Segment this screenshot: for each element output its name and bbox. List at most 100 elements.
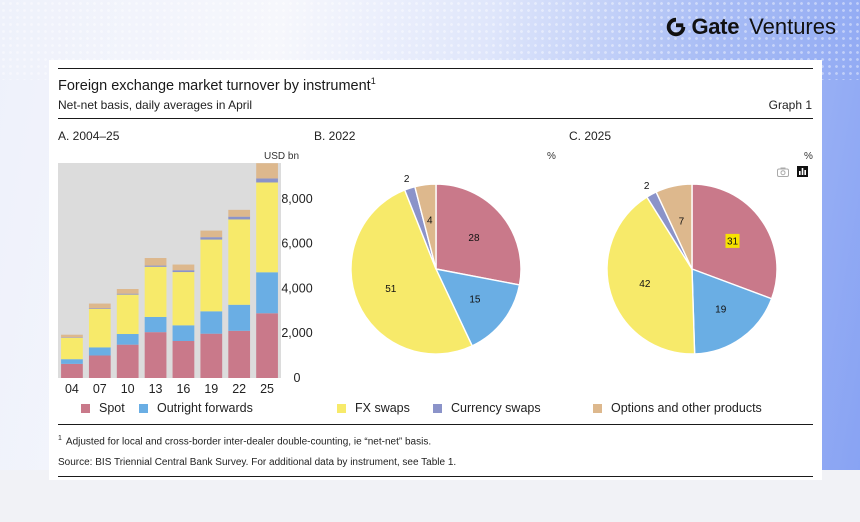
bar-segment-spot-25 [256, 313, 278, 378]
legend-label: FX swaps [355, 401, 410, 415]
slice-label-highlight [725, 233, 740, 248]
bar-segment-outright_forwards-22 [228, 304, 251, 331]
y-tick-label: 0 [294, 371, 301, 385]
gate-logo-icon [667, 17, 686, 37]
stacked-bar-chart: 04 07 10 13 16 19 22 25 8,000 6,000 4,000 2,000 0 [58, 163, 313, 396]
x-tick-label: 25 [260, 382, 274, 396]
bar-segment-fx_swaps-19 [200, 239, 223, 312]
pie-chart-2025: 31 19 42 2 7 [606, 181, 778, 355]
slice-label-currency_swaps: 2 [404, 174, 410, 185]
chart-title: Foreign exchange market turnover by inst… [58, 76, 376, 94]
legend-swatch-options [593, 403, 602, 413]
legend-label: Currency swaps [451, 401, 541, 415]
bar-segment-options-13 [144, 258, 167, 266]
y-tick-label: 4,000 [281, 281, 312, 295]
legend-label: Options and other products [611, 401, 762, 415]
y-tick-label: 6,000 [281, 237, 312, 251]
y-tick-label: 2,000 [281, 326, 312, 340]
bar-segment-outright_forwards-10 [116, 334, 139, 345]
bar-segment-fx_swaps-04 [61, 337, 83, 360]
bar-segment-options-25 [256, 163, 278, 179]
x-tick-label: 13 [149, 382, 163, 396]
x-tick-label: 22 [232, 382, 246, 396]
bar-segment-currency_swaps-16 [172, 270, 195, 273]
x-tick-label: 04 [65, 382, 79, 396]
bar-segment-currency_swaps-22 [228, 216, 251, 220]
bar-segment-outright_forwards-25 [256, 272, 278, 314]
legend-item-fx-swaps: FX swaps [337, 401, 410, 415]
legend-swatch-fx-swaps [337, 403, 346, 413]
legend-swatch-spot [81, 403, 90, 413]
x-tick-label: 16 [176, 382, 190, 396]
bar-segment-fx_swaps-07 [88, 309, 111, 348]
bar-segment-spot-07 [88, 355, 111, 378]
bar-segment-outright_forwards-13 [144, 316, 167, 333]
bar-segment-options-07 [88, 303, 111, 309]
bar-segment-currency_swaps-25 [256, 178, 278, 183]
chart-subtitle: Net-net basis, daily averages in April [58, 98, 253, 112]
brand-name-light: Ventures [749, 14, 836, 39]
bar-segment-outright_forwards-19 [200, 311, 223, 334]
bottom-rule [58, 476, 813, 477]
pie-slice-fx_swaps [350, 189, 474, 355]
slice-label-currency_swaps: 2 [644, 181, 650, 192]
y-tick-label: 8,000 [281, 192, 312, 206]
bar-segment-spot-16 [172, 341, 195, 378]
panel-a-title: A. 2004–25 [58, 129, 120, 143]
slice-label-outright_forwards: 19 [715, 305, 727, 316]
slice-label-spot: 31 [727, 236, 739, 247]
footer-rule [58, 424, 813, 425]
bar-segment-fx_swaps-16 [172, 272, 195, 326]
legend-item-outright-forwards: Outright forwards [139, 401, 253, 415]
panel-a-unit: USD bn [264, 151, 300, 162]
bar-segment-spot-22 [228, 330, 251, 378]
bar-segment-spot-10 [116, 344, 139, 378]
slice-label-outright_forwards: 15 [469, 295, 481, 306]
x-tick-label: 07 [93, 382, 107, 396]
bar-segment-fx_swaps-22 [228, 219, 251, 305]
bar-segment-options-19 [200, 230, 223, 238]
legend-item-currency-swaps: Currency swaps [433, 401, 541, 415]
bar-segment-options-04 [61, 334, 83, 338]
bar-segment-spot-13 [144, 332, 167, 378]
brand-name-bold: Gate [691, 14, 740, 39]
bar-segment-fx_swaps-25 [256, 182, 278, 273]
panel-c-unit: % [804, 151, 813, 162]
panel-b-unit: % [547, 151, 556, 162]
pie-slice-options [655, 183, 693, 270]
bar-chart-icon[interactable] [797, 166, 808, 177]
bar-segment-spot-04 [61, 363, 83, 378]
slice-label-fx_swaps: 42 [639, 279, 651, 290]
bar-segment-outright_forwards-07 [88, 347, 111, 356]
pie-slice-spot [435, 183, 522, 286]
bar-segment-options-22 [228, 209, 251, 217]
slice-label-options: 7 [679, 216, 685, 227]
x-tick-label: 19 [204, 382, 218, 396]
x-tick-label: 10 [121, 382, 135, 396]
pie-slice-outright_forwards [691, 267, 773, 355]
chart-card: Foreign exchange market turnover by inst… [49, 60, 822, 480]
bar-segment-outright_forwards-16 [172, 325, 195, 341]
panel-b-title: B. 2022 [314, 129, 356, 143]
legend-item-spot: Spot [81, 401, 125, 415]
bar-segment-options-10 [116, 289, 139, 294]
legend-label: Spot [99, 401, 125, 415]
graph-label: Graph 1 [768, 98, 812, 112]
bar-segment-currency_swaps-19 [200, 237, 223, 240]
source-note: Source: BIS Triennial Central Bank Surve… [58, 457, 457, 468]
pie-slice-outright_forwards [434, 268, 521, 347]
camera-icon[interactable] [777, 167, 789, 177]
bar-segment-options-16 [172, 264, 195, 271]
footnote: 1 Adjusted for local and cross-border int… [58, 435, 432, 448]
bar-segment-currency_swaps-13 [144, 265, 167, 267]
top-rule [58, 68, 813, 69]
bar-segment-currency_swaps-07 [88, 308, 111, 309]
bar-segment-spot-19 [200, 333, 223, 378]
bar-segment-fx_swaps-13 [144, 266, 167, 317]
pie-chart-2022: 28 15 51 2 4 [350, 174, 522, 355]
bar-segment-outright_forwards-04 [61, 359, 83, 364]
slice-label-fx_swaps: 51 [385, 284, 397, 295]
legend: Spot Outright forwards FX swaps Currency… [49, 401, 822, 419]
pie-slice-options [414, 183, 437, 270]
legend-swatch-outright-forwards [139, 403, 148, 413]
